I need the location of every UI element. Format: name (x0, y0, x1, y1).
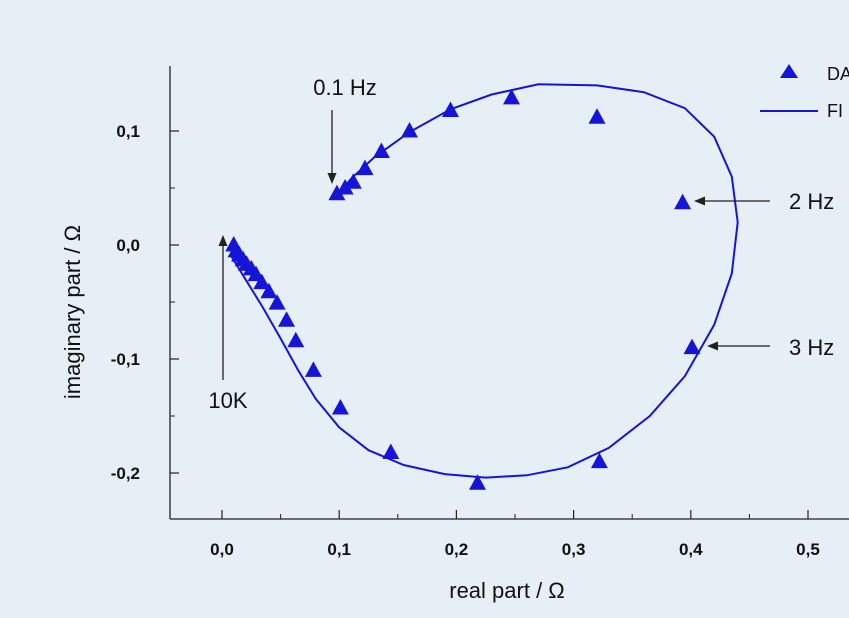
data-point-triangle (287, 331, 305, 348)
plot-area (225, 83, 739, 490)
y-axis-title: imaginary part / Ω (60, 225, 85, 399)
annotation-3hz: 3 Hz (707, 335, 834, 360)
data-point-triangle (278, 311, 295, 327)
data-series-markers (225, 88, 701, 490)
arrowhead-icon (707, 341, 718, 351)
x-tick-label: 0,5 (796, 540, 820, 559)
data-point-triangle (442, 101, 459, 117)
annotation-label-0-1hz: 0.1 Hz (313, 75, 377, 100)
annotation-10k: 10K (208, 235, 248, 413)
x-tick-label: 0,3 (562, 540, 586, 559)
y-tick-label: -0,1 (111, 350, 140, 369)
data-point-triangle (588, 108, 606, 124)
data-point-triangle (336, 179, 354, 195)
legend-label-da: DA (827, 64, 849, 84)
x-tick-label: 0,4 (679, 540, 703, 559)
x-axis-title: real part / Ω (449, 578, 565, 603)
x-ticks: 0,0 0,1 0,2 0,3 0,4 0,5 (210, 510, 820, 559)
annotation-2hz: 2 Hz (694, 189, 834, 214)
annotation-0-1hz: 0.1 Hz (313, 75, 377, 184)
data-point-triangle (683, 338, 701, 355)
data-point-triangle (253, 273, 271, 290)
data-point-triangle (674, 193, 692, 210)
legend: DA FI (760, 64, 849, 121)
data-point-triangle (331, 399, 349, 415)
data-point-triangle (356, 159, 374, 176)
data-point-triangle (401, 122, 418, 138)
annotation-label-10k: 10K (208, 388, 247, 413)
x-tick-label: 0,1 (327, 540, 351, 559)
x-tick-label: 0,0 (210, 540, 234, 559)
arrowhead-icon (694, 196, 705, 206)
data-point-triangle (268, 294, 286, 310)
fit-series-line (230, 83, 739, 479)
annotation-label-3hz: 3 Hz (789, 335, 834, 360)
legend-marker-triangle-icon (780, 64, 798, 78)
y-tick-label: 0,0 (116, 236, 140, 255)
data-point-triangle (328, 184, 346, 201)
data-point-triangle (590, 452, 608, 469)
axes: 0,0 0,1 0,2 0,3 0,4 0,5 0,1 0,0 -0,1 -0,2 (111, 66, 849, 559)
arrowhead-icon (218, 235, 228, 246)
data-point-triangle (382, 443, 400, 459)
arrowhead-icon (327, 173, 337, 184)
data-point-triangle (503, 88, 520, 105)
data-point-triangle (304, 361, 322, 377)
annotation-label-2hz: 2 Hz (789, 189, 834, 214)
y-tick-label: 0,1 (116, 122, 140, 141)
legend-label-fi: FI (827, 101, 843, 121)
annotations: 0.1 Hz 2 Hz 3 Hz 10K (208, 75, 834, 413)
x-tick-label: 0,2 (445, 540, 469, 559)
data-point-triangle (260, 282, 278, 299)
y-tick-label: -0,2 (111, 464, 140, 483)
data-point-triangle (344, 173, 362, 189)
data-point-triangle (372, 142, 390, 158)
y-ticks: 0,1 0,0 -0,1 -0,2 (111, 122, 179, 483)
data-point-triangle (469, 474, 486, 490)
